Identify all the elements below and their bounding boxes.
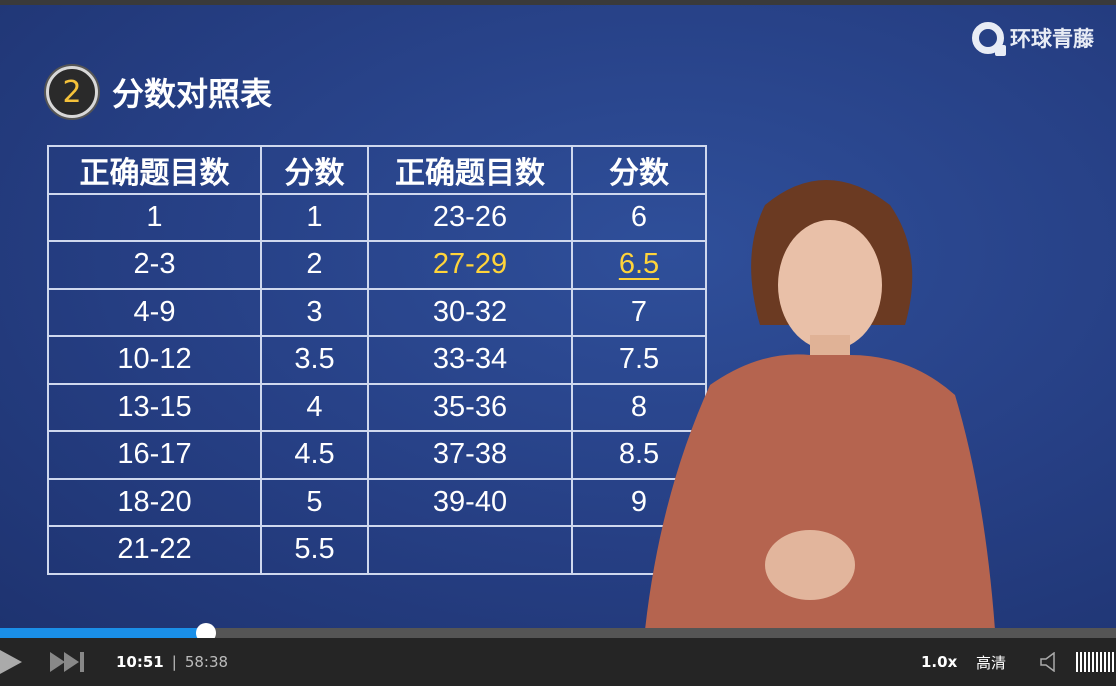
brand-logo: 环球青藤 (972, 22, 1094, 56)
table-cell: 6.5 (571, 240, 707, 290)
volume-button[interactable] (1040, 638, 1058, 686)
table-cell: 3.5 (260, 335, 369, 385)
volume-bar (1108, 652, 1110, 672)
top-strip (0, 0, 1116, 5)
time-display: 10:51 | 58:38 (116, 638, 228, 686)
table-cell: 8 (571, 382, 707, 432)
volume-bar (1080, 652, 1082, 672)
table-row: 21-22 5.5 (47, 525, 707, 575)
table-cell: 27-29 (367, 240, 573, 290)
volume-bar (1092, 652, 1094, 672)
volume-bar (1084, 652, 1086, 672)
volume-bar (1100, 652, 1102, 672)
volume-bar (1112, 652, 1114, 672)
column-header: 分数 (260, 145, 369, 195)
presenter-blouse (645, 354, 995, 628)
video-frame[interactable]: 环球青藤 2 分数对照表 正确题目数 分数 正确题目数 分数 1 1 23-26 6 2-3 2… (0, 0, 1116, 628)
table-row: 10-12 3.5 33-34 7.5 (47, 335, 707, 385)
play-button[interactable] (0, 638, 24, 686)
play-icon (0, 650, 22, 674)
next-button[interactable] (50, 638, 86, 686)
table-cell: 33-34 (367, 335, 573, 385)
logo-text: 环球青藤 (1010, 27, 1094, 51)
table-cell: 35-36 (367, 382, 573, 432)
table-cell (367, 525, 573, 575)
table-row: 1 1 23-26 6 (47, 192, 707, 242)
table-cell: 23-26 (367, 192, 573, 242)
progress-bar[interactable] (0, 623, 1116, 643)
table-cell: 5 (260, 477, 369, 527)
table-cell: 5.5 (260, 525, 369, 575)
table-cell: 37-38 (367, 430, 573, 480)
table-cell: 18-20 (47, 477, 262, 527)
table-cell: 4-9 (47, 287, 262, 337)
skip-forward-icon (50, 652, 84, 672)
slide-title-text: 分数对照表 (112, 75, 273, 113)
table-cell: 7.5 (571, 335, 707, 385)
column-header: 分数 (571, 145, 707, 195)
table-cell: 21-22 (47, 525, 262, 575)
table-cell: 1 (47, 192, 262, 242)
table-row: 18-20 5 39-40 9 (47, 477, 707, 527)
table-cell: 2-3 (47, 240, 262, 290)
table-cell: 13-15 (47, 382, 262, 432)
table-cell: 3 (260, 287, 369, 337)
table-cell: 2 (260, 240, 369, 290)
column-header: 正确题目数 (367, 145, 573, 195)
table-cell: 39-40 (367, 477, 573, 527)
table-cell: 4 (260, 382, 369, 432)
table-row: 4-9 3 30-32 7 (47, 287, 707, 337)
player-controls: 10:51 | 58:38 1.0x 高清 (0, 638, 1116, 686)
quality-button[interactable]: 高清 (976, 653, 1007, 672)
table-cell: 30-32 (367, 287, 573, 337)
table-cell: 16-17 (47, 430, 262, 480)
volume-slider[interactable] (1076, 638, 1116, 686)
table-cell: 10-12 (47, 335, 262, 385)
section-number: 2 (46, 66, 98, 118)
slide-title: 2 分数对照表 (46, 66, 272, 118)
volume-bar (1088, 652, 1090, 672)
volume-bar (1104, 652, 1106, 672)
current-time: 10:51 (116, 653, 164, 671)
speed-button[interactable]: 1.0x (921, 653, 958, 671)
volume-bar (1096, 652, 1098, 672)
table-cell: 7 (571, 287, 707, 337)
presenter (645, 180, 995, 628)
presenter-face (778, 220, 882, 350)
column-header: 正确题目数 (47, 145, 262, 195)
presenter-hands (765, 530, 855, 600)
score-table: 正确题目数 分数 正确题目数 分数 1 1 23-26 6 2-3 2 27-29 6.5 4-9 3 3… (47, 145, 707, 575)
table-row: 16-17 4.5 37-38 8.5 (47, 430, 707, 480)
table-cell: 1 (260, 192, 369, 242)
speaker-icon (1040, 652, 1055, 672)
table-row: 2-3 2 27-29 6.5 (47, 240, 707, 290)
time-separator: | (171, 653, 177, 671)
duration: 58:38 (184, 653, 229, 671)
table-cell: 6 (571, 192, 707, 242)
logo-mark-icon (972, 22, 1006, 56)
table-row: 13-15 4 35-36 8 (47, 382, 707, 432)
volume-level-icon (1076, 652, 1114, 672)
progress-fill (0, 628, 207, 638)
table-cell: 4.5 (260, 430, 369, 480)
volume-bar (1076, 652, 1078, 672)
